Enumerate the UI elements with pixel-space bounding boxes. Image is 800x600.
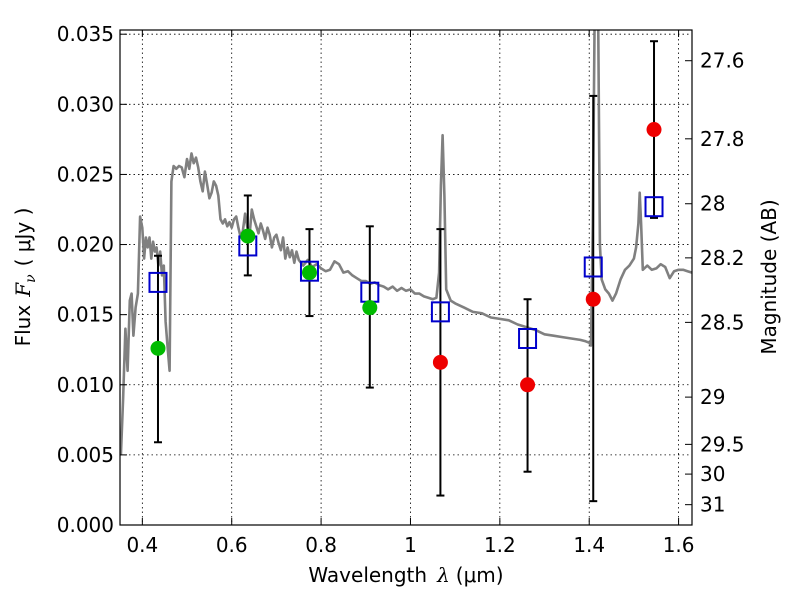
model-flux-square xyxy=(518,327,538,349)
y-tick-label: 0.025 xyxy=(57,162,114,186)
y2-tick-label: 31 xyxy=(700,493,725,517)
y-tick-label: 0.030 xyxy=(57,92,114,116)
x-tick-label: 0.8 xyxy=(305,533,337,557)
plot-frame xyxy=(119,29,693,526)
y-tick-label: 0.000 xyxy=(57,513,114,537)
photometry-layer xyxy=(148,40,664,503)
y-tick-label: 0.005 xyxy=(57,443,114,467)
x-axis-label: Wavelength λ (μm) xyxy=(308,563,503,587)
observed-flux-point xyxy=(301,265,317,281)
x-tick-label: 1.2 xyxy=(484,533,516,557)
x-tick-label: 1.4 xyxy=(573,533,605,557)
y-tick-label: 0.015 xyxy=(57,303,114,327)
y2-tick-label: 28 xyxy=(700,192,725,216)
observed-flux-point xyxy=(520,377,536,393)
model-flux-square xyxy=(644,196,664,218)
observed-flux-point xyxy=(150,340,166,356)
x-tick-label: 0.4 xyxy=(126,533,158,557)
model-flux-square xyxy=(583,256,603,278)
model-flux-square xyxy=(148,271,168,293)
y-tick-labels: 0.000 0.005 0.010 0.015 0.020 0.025 0.030 0.035 xyxy=(57,22,114,537)
observed-flux-point xyxy=(362,300,378,316)
sed-model-line xyxy=(120,30,692,455)
y-tick-label: 0.020 xyxy=(57,233,114,257)
model-flux-square xyxy=(299,260,319,282)
y2-tick-label: 30 xyxy=(700,462,725,486)
observed-flux-point xyxy=(432,354,448,370)
ticks xyxy=(120,30,692,526)
y2-tick-label: 28.5 xyxy=(700,310,745,334)
y2-tick-label: 29 xyxy=(700,385,725,409)
x-tick-label: 1 xyxy=(404,533,417,557)
y2-tick-label: 29.5 xyxy=(700,432,745,456)
x-tick-labels: 0.4 0.6 0.8 1 1.2 1.4 1.6 xyxy=(126,533,694,557)
y2-tick-label: 27.8 xyxy=(700,127,745,151)
x-tick-label: 1.6 xyxy=(663,533,695,557)
observed-flux-point xyxy=(240,228,256,244)
y2-axis-label: Magnitude (AB) xyxy=(757,199,781,354)
observed-flux-point xyxy=(585,291,601,307)
y-tick-label: 0.010 xyxy=(57,373,114,397)
x-tick-label: 0.6 xyxy=(216,533,248,557)
y-tick-label: 0.035 xyxy=(57,22,114,46)
y2-tick-label: 28.2 xyxy=(700,246,745,270)
grid xyxy=(120,30,692,525)
y2-tick-label: 27.6 xyxy=(700,49,745,73)
observed-flux-point xyxy=(646,122,662,138)
y2-tick-labels: 27.6 27.8 28 28.2 28.5 29 29.5 30 31 xyxy=(700,49,745,517)
y-axis-label: FluxFν( μJy ) xyxy=(11,208,39,347)
model-flux-square xyxy=(430,301,450,323)
sed-model-layer xyxy=(120,30,692,455)
